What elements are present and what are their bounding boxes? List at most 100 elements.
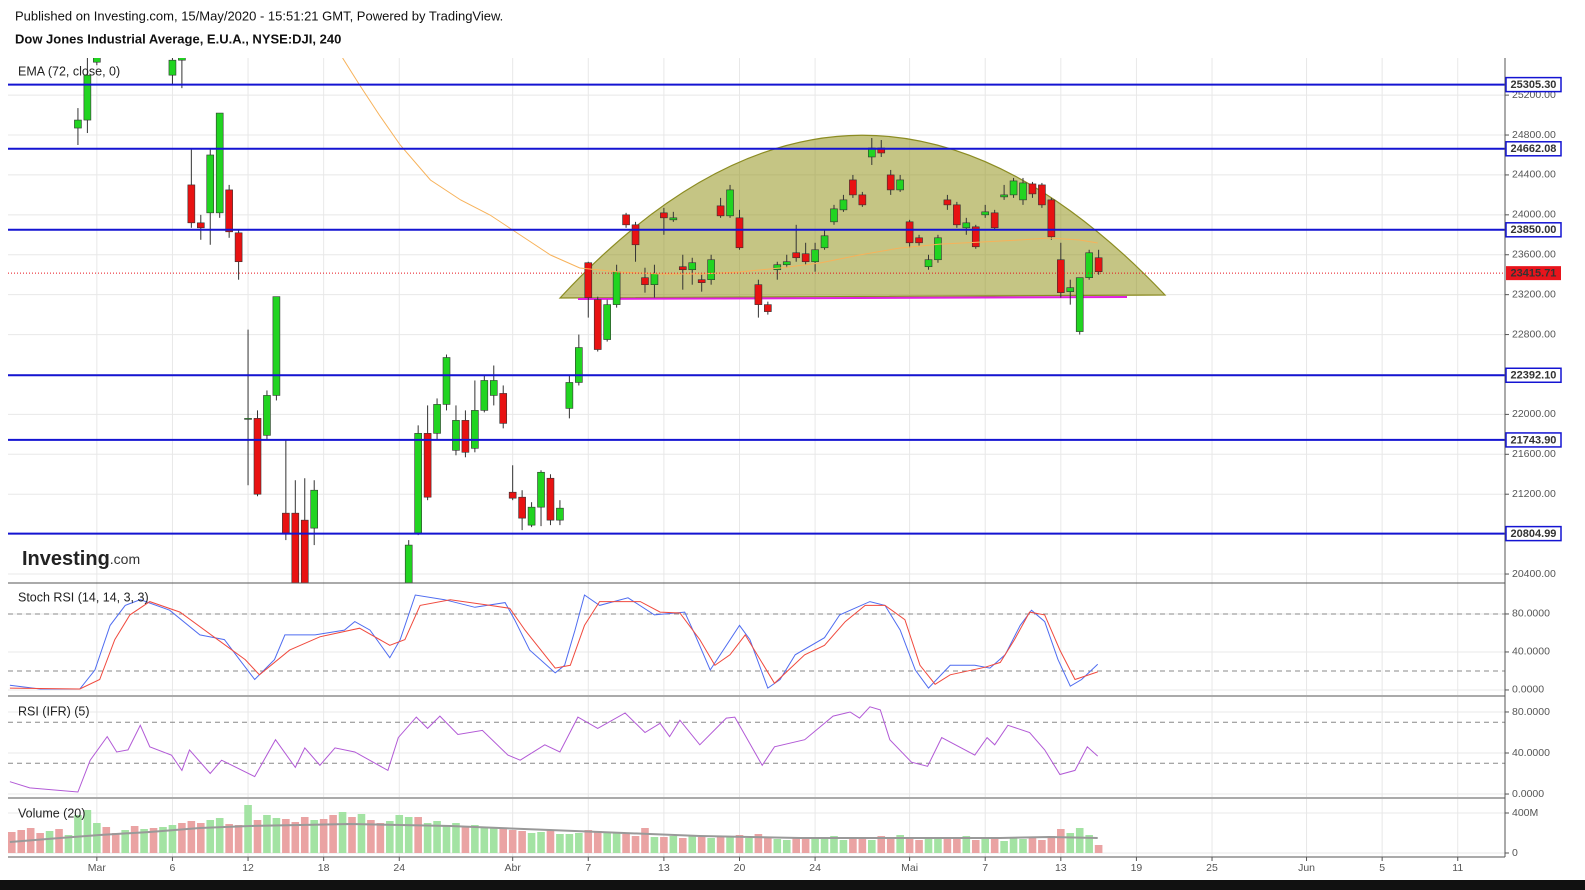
volume-bar <box>291 822 300 853</box>
volume-bar <box>1009 837 1018 853</box>
candle-body <box>849 179 857 196</box>
logo: Investing.com <box>22 548 140 570</box>
candle-body <box>603 304 611 340</box>
volume-bar <box>404 817 413 853</box>
rsi-panel <box>8 706 1505 793</box>
candle-body <box>990 212 999 229</box>
candle-body <box>546 477 555 521</box>
volume-bar <box>121 830 129 853</box>
candle-body <box>300 519 309 583</box>
volume-bar <box>584 830 593 853</box>
volume-average-line <box>9 822 1098 843</box>
candle-body <box>537 471 545 508</box>
candle-body <box>716 205 725 217</box>
volume-bar <box>556 834 564 853</box>
y-tick-label: 0 <box>1512 847 1518 859</box>
volume-bar <box>537 832 545 853</box>
volume-bar <box>414 817 422 853</box>
volume-bar <box>395 815 404 853</box>
x-tick-label: Jun <box>1298 862 1315 874</box>
volume-bar <box>367 820 375 853</box>
candle-body <box>707 259 715 280</box>
candle-body <box>858 194 867 206</box>
logo-brand: Investing <box>22 548 110 570</box>
volume-bar <box>924 838 933 853</box>
indicator-line <box>9 594 1099 690</box>
candle-body <box>669 217 678 221</box>
y-tick-label: 0.0000 <box>1512 684 1544 696</box>
volume-bar <box>471 825 479 853</box>
volume-bar <box>622 834 630 853</box>
candle-body <box>754 284 763 305</box>
candle-body <box>404 544 413 583</box>
volume-bar <box>971 840 980 853</box>
volume-bar <box>527 833 536 853</box>
level-label: 21743.90 <box>1511 434 1557 446</box>
panel-title: Volume (20) <box>18 806 85 820</box>
candle-body <box>726 189 734 217</box>
logo-suffix: .com <box>110 551 140 567</box>
candle-body <box>527 506 536 526</box>
candle-body <box>253 418 262 495</box>
volume-bar <box>915 840 923 853</box>
x-tick-label: 7 <box>982 862 988 874</box>
candle-body <box>801 253 810 263</box>
candle-body <box>282 512 290 534</box>
volume-bar <box>480 827 489 853</box>
candle-body <box>1085 252 1093 278</box>
candle-body <box>1057 259 1065 293</box>
candle-body <box>508 491 517 499</box>
candle-body <box>272 296 281 396</box>
candle-body <box>981 211 990 216</box>
volume-bar <box>650 837 659 853</box>
candle-body <box>1094 257 1103 273</box>
candle-body <box>1038 184 1046 206</box>
candle-body <box>565 382 574 409</box>
candle-body <box>1075 277 1084 332</box>
x-tick-label: 20 <box>734 862 746 874</box>
volume-bar <box>36 833 44 853</box>
volume-bar <box>442 825 451 853</box>
candle-body <box>622 214 630 226</box>
x-tick-label: 5 <box>1379 862 1385 874</box>
volume-bar <box>300 817 309 853</box>
volume-bar <box>1094 845 1103 853</box>
volume-bar <box>386 821 394 853</box>
volume-bar <box>329 815 337 853</box>
volume-bar <box>934 837 942 853</box>
volume-bar <box>745 838 753 853</box>
volume-bar <box>168 825 177 853</box>
candle-body <box>206 154 215 214</box>
candle-body <box>83 74 92 121</box>
candle-body <box>433 404 441 434</box>
volume-bar <box>1057 829 1065 853</box>
price-panel <box>8 58 1505 583</box>
candle-body <box>660 212 668 219</box>
volume-bar <box>423 823 432 853</box>
y-tick-label: 0.0000 <box>1512 788 1544 800</box>
candle-body <box>697 279 706 283</box>
candle-body <box>225 189 233 233</box>
volume-bar <box>74 815 82 853</box>
y-tick-label: 40.0000 <box>1512 646 1550 658</box>
candle-body <box>962 222 971 229</box>
stoch-panel <box>8 594 1505 690</box>
panel-title: Stoch RSI (14, 14, 3, 3) <box>18 590 149 604</box>
y-tick-label: 80.0000 <box>1512 608 1550 620</box>
x-tick-label: 13 <box>658 862 670 874</box>
x-tick-label: 24 <box>393 862 405 874</box>
volume-bar <box>111 833 120 853</box>
volume-bar <box>225 824 233 853</box>
candle-body <box>1000 194 1008 198</box>
level-label: 25305.30 <box>1511 79 1557 91</box>
volume-bar <box>839 840 848 853</box>
candle-body <box>1019 182 1027 201</box>
candle-body <box>934 237 942 261</box>
x-tick-label: 19 <box>1131 862 1143 874</box>
candle-body <box>905 221 914 244</box>
candle-body <box>830 208 838 223</box>
y-tick-label: 21200.00 <box>1512 488 1556 500</box>
volume-bar <box>338 812 347 853</box>
